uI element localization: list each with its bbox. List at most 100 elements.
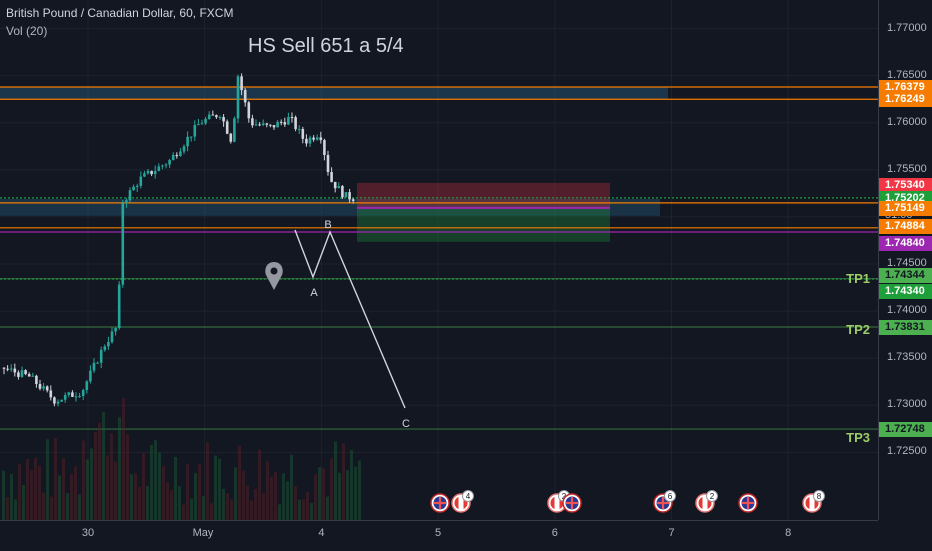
volume-bar — [102, 411, 105, 520]
time-tick-label: May — [192, 527, 214, 539]
volume-bar — [214, 455, 217, 520]
volume-bar — [54, 438, 57, 520]
volume-bar — [294, 486, 297, 520]
volume-bar — [330, 458, 333, 520]
candle-body — [341, 186, 344, 198]
wave-label-a: A — [310, 287, 318, 299]
candle-body — [107, 342, 110, 347]
volume-bar — [222, 488, 225, 520]
stop-loss-zone — [357, 182, 610, 209]
candle-body — [211, 114, 215, 116]
symbol-title[interactable]: British Pound / Canadian Dollar, 60, FXC… — [6, 6, 234, 20]
map-pin-icon — [265, 262, 283, 290]
candle-body — [319, 137, 323, 141]
price-tick-label: 1.74000 — [887, 304, 927, 317]
event-count-text: 8 — [817, 492, 822, 501]
time-axis[interactable]: 30 May 4 5 6 7 8 — [0, 520, 878, 551]
volume-bar — [106, 455, 109, 520]
candle-body — [150, 170, 153, 175]
candle-body — [143, 173, 146, 177]
candle-body — [215, 115, 218, 118]
candle-body — [89, 370, 92, 382]
candle-body — [189, 136, 193, 138]
candle-body — [229, 133, 233, 142]
candle-body — [49, 390, 53, 398]
candle-body — [45, 386, 49, 391]
volume-bar — [166, 482, 169, 520]
time-tick-label: 6 — [551, 527, 558, 539]
candle-body — [251, 118, 254, 126]
event-count-text: 6 — [668, 492, 673, 501]
event-flag-ca-icon: 2 — [547, 490, 570, 513]
candle-body — [233, 118, 236, 142]
candle-body — [344, 192, 348, 198]
volume-bar — [338, 472, 341, 520]
candle-body — [222, 117, 225, 122]
volume-bar — [282, 473, 285, 520]
event-count-text: 2 — [710, 492, 715, 501]
candle-body — [96, 362, 99, 364]
volume-bar — [310, 502, 313, 520]
event-count-text: 4 — [466, 492, 471, 501]
volume-indicator-label[interactable]: Vol (20) — [6, 24, 48, 38]
volume-bar — [298, 499, 301, 520]
volume-bar — [254, 488, 257, 520]
volume-bar — [238, 445, 241, 520]
volume-bar — [78, 494, 81, 520]
volume-bar — [154, 440, 157, 520]
candle-body — [17, 372, 20, 377]
map-pin-hole — [270, 267, 278, 275]
volume-bar — [178, 486, 181, 520]
event-flag-uk-icon — [430, 493, 450, 513]
volume-bars — [2, 398, 361, 520]
volume-bar — [22, 485, 25, 520]
volume-bar — [158, 452, 161, 520]
grid-lines — [0, 0, 878, 520]
candlestick-chart[interactable]: A B C HS Sell 651 a 5/4 TP1 TP2 TP3 4 2 6 2 8 — [0, 0, 878, 520]
price-tick-label: 1.75500 — [887, 162, 927, 175]
price-tag-1-74340: 1.74340 — [879, 283, 932, 299]
event-flag-uk-icon — [562, 493, 582, 513]
event-flag-ca-icon: 4 — [451, 490, 474, 513]
price-axis[interactable]: 1.770001.765001.760001.755001.750001.745… — [878, 0, 932, 520]
candle-body — [279, 121, 283, 123]
candle-body — [333, 181, 337, 189]
volume-bar — [290, 454, 293, 520]
level-lines — [0, 86, 878, 430]
volume-bar — [122, 398, 125, 520]
candle-body — [330, 172, 333, 182]
candle-body — [305, 138, 308, 144]
volume-bar — [130, 474, 133, 520]
volume-bar — [190, 498, 193, 520]
volume-bar — [86, 459, 89, 520]
candle-body — [42, 386, 45, 389]
flag-ca-band — [809, 496, 815, 510]
candle-body — [139, 176, 143, 186]
volume-bar — [358, 460, 361, 520]
candle-body — [157, 166, 161, 171]
volume-bar — [110, 433, 113, 520]
volume-bar — [114, 461, 117, 520]
target-label-tp1: TP1 — [846, 271, 870, 286]
candle-body — [121, 203, 125, 285]
price-tag-1-73831: 1.73831 — [879, 320, 932, 336]
candle-body — [146, 170, 150, 174]
volume-bar — [82, 440, 85, 520]
candle-body — [179, 151, 182, 157]
candle-body — [254, 124, 258, 126]
volume-bar — [174, 456, 177, 520]
price-tag-1-74344: 1.74344 — [879, 267, 932, 283]
price-tick-label: 1.77000 — [887, 21, 927, 34]
candle-body — [24, 370, 27, 375]
volume-bar — [26, 458, 29, 520]
candle-body — [240, 76, 243, 91]
event-flag-ca-icon: 8 — [802, 490, 825, 513]
chart-plot-area[interactable]: A B C HS Sell 651 a 5/4 TP1 TP2 TP3 4 2 6 2 8 Briti… — [0, 0, 878, 520]
volume-bar — [306, 491, 309, 520]
event-count-badge — [813, 490, 825, 502]
candle-body — [2, 367, 6, 369]
candle-body — [247, 102, 251, 119]
drawing-zones — [0, 86, 668, 242]
volume-bar — [138, 486, 141, 520]
wave-path — [294, 229, 406, 409]
